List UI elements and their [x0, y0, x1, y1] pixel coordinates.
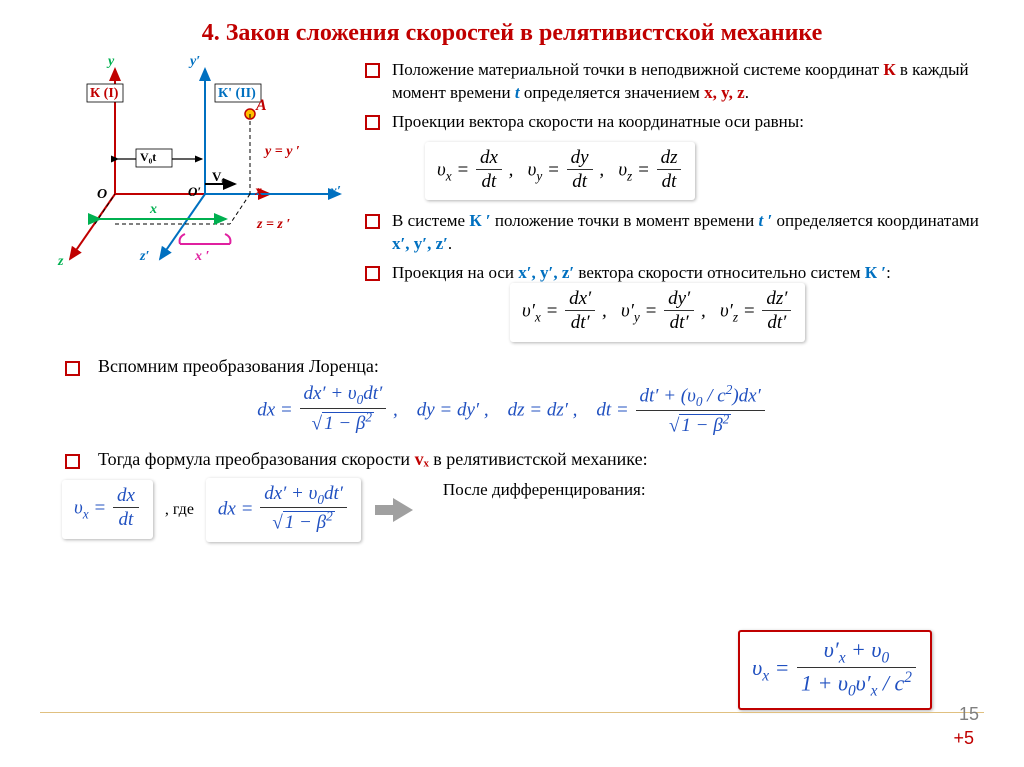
slide-title: 4. Закон сложения скоростей в релятивист… — [40, 20, 984, 47]
label-xbot: x ′ — [195, 249, 209, 265]
formula-lorentz: dx = dx′ + υ0dt′√1 − β2 , dy = dy′ , dz … — [40, 383, 984, 439]
label-O: O — [97, 187, 107, 203]
label-A: A — [256, 97, 267, 115]
label-xp: x′ — [330, 184, 341, 200]
page-number: 15 — [959, 704, 979, 725]
bullet-icon — [365, 63, 380, 78]
formula-dx: dx = dx′ + υ0dt′√1 − β2 — [206, 478, 361, 542]
formula-velocity-k: υx = dxdt , υy = dydt , υz = dzdt — [425, 142, 695, 201]
bullet-1: Положение материальной точки в неподвижн… — [365, 59, 984, 105]
label-K1: К (I) — [90, 86, 118, 102]
bullet-icon — [65, 361, 80, 376]
bullet-3: В системе К ′ положение точки в момент в… — [365, 210, 984, 256]
bullet-5: Вспомним преобразования Лоренца: — [40, 356, 984, 377]
bullet-icon — [65, 454, 80, 469]
bullet-6: Тогда формула преобразования скорости vₓ… — [40, 449, 984, 470]
bullet-2: Проекции вектора скорости на координатны… — [365, 111, 984, 134]
text-after: После дифференцирования: — [443, 480, 646, 500]
label-V0: V₀ — [212, 169, 225, 185]
label-K2: К' (II) — [218, 86, 256, 102]
bullet-icon — [365, 266, 380, 281]
arrow-icon — [393, 498, 413, 522]
label-x: x — [255, 184, 262, 200]
label-zp: z′ — [140, 249, 149, 265]
bullet-4: Проекция на оси x′, y′, z′ вектора скоро… — [365, 262, 984, 285]
plus-five: +5 — [953, 728, 974, 749]
formula-velocity-kp: υ′x = dx′dt′ , υ′y = dy′dt′ , υ′z = dz′d… — [510, 283, 805, 342]
label-xmid: x — [150, 202, 157, 218]
label-V0t: V₀t — [140, 150, 156, 165]
bullet-icon — [365, 214, 380, 229]
label-eqy: y = y ′ — [265, 144, 300, 160]
label-Op: O′ — [188, 184, 201, 200]
divider — [40, 712, 984, 713]
text-gde: , где — [165, 501, 194, 519]
label-yp: y′ — [190, 54, 200, 70]
formula-result: υx = υ′x + υ01 + υ0υ′x / c2 — [738, 630, 932, 710]
label-z: z — [58, 254, 63, 270]
formula-vx-def: υx = dxdt — [62, 480, 153, 539]
label-eqz: z = z ′ — [257, 217, 290, 233]
bullet-icon — [365, 115, 380, 130]
coordinate-diagram: y y′ К (I) К' (II) A V₀t O O′ V₀ x x′ y … — [40, 59, 350, 289]
label-y: y — [108, 54, 114, 70]
